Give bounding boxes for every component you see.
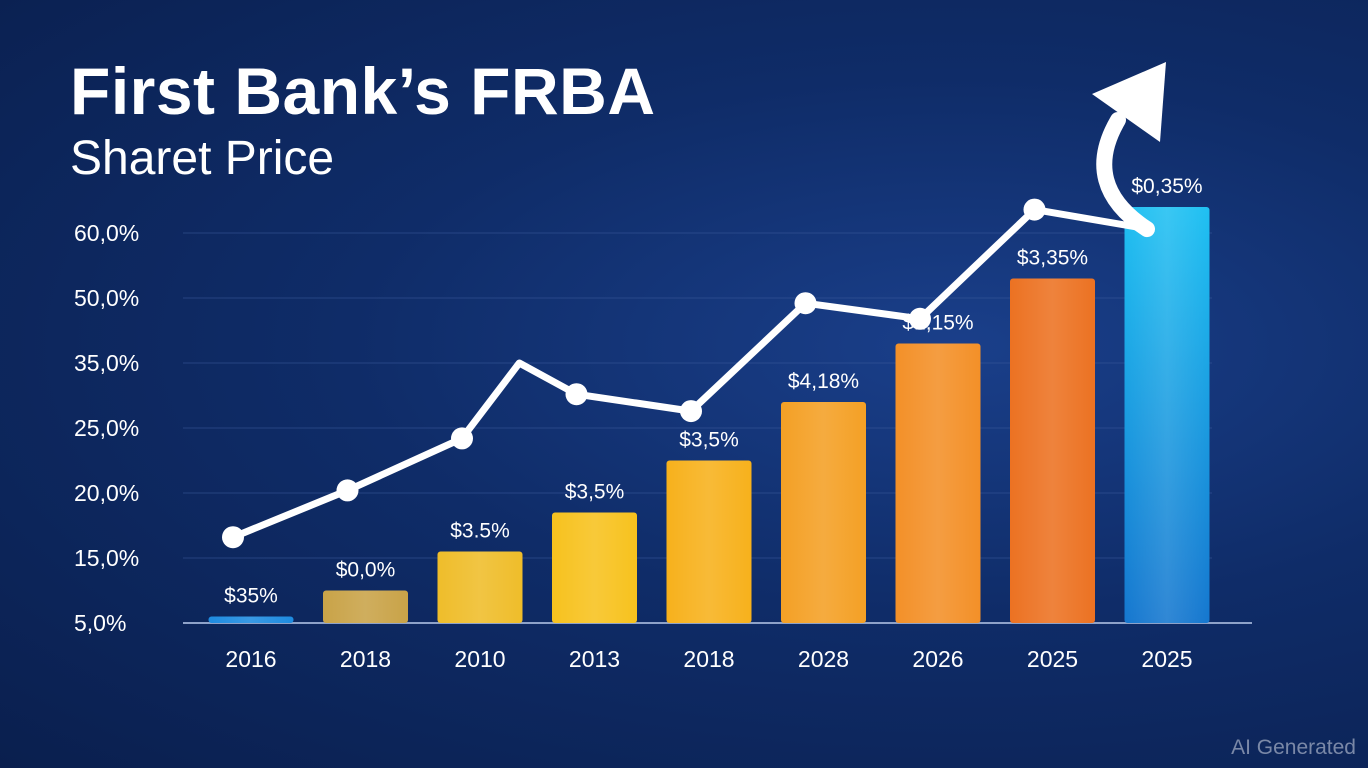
x-axis-ticks: 2016 2018 2010 2013 2018 2028 2026 2025 2025 <box>225 646 1192 672</box>
y-tick-label: 25,0% <box>74 415 139 441</box>
x-tick-label: 2013 <box>569 646 620 672</box>
y-tick-label: 60,0% <box>74 220 139 246</box>
trend-marker <box>451 427 473 450</box>
trend-line <box>222 62 1166 549</box>
watermark-text: AI Generated <box>1231 736 1356 759</box>
chart-subtitle: Sharet Price <box>70 132 335 185</box>
bar-highlight <box>437 551 523 623</box>
bar-series <box>208 207 1210 623</box>
bar-highlight <box>666 460 752 623</box>
trend-marker <box>794 292 817 315</box>
trend-arrow-head <box>1092 62 1166 142</box>
y-tick-label: 5,0% <box>74 610 126 636</box>
bar-highlight <box>208 616 294 623</box>
data-label: $35% <box>224 585 278 608</box>
y-tick-label: 15,0% <box>74 545 139 571</box>
trend-line-path <box>229 206 1153 541</box>
data-label: $3,5% <box>565 481 625 504</box>
data-label: $0,0% <box>336 559 396 582</box>
x-tick-label: 2018 <box>683 646 734 672</box>
x-tick-label: 2025 <box>1141 646 1192 672</box>
data-labels: $35%$0,0%$3.5%$3,5%$3,5%$4,18%$1,15%$3,3… <box>224 175 1202 608</box>
trend-arrow-shaft <box>1096 112 1155 238</box>
y-tick-label: 50,0% <box>74 285 139 311</box>
x-tick-label: 2018 <box>340 646 391 672</box>
bar-highlight <box>781 402 866 623</box>
data-label: $0,35% <box>1131 175 1202 198</box>
trend-marker <box>336 479 359 502</box>
bar-highlight <box>1010 278 1095 623</box>
trend-marker <box>909 307 931 330</box>
x-tick-label: 2025 <box>1027 646 1078 672</box>
bar-highlight <box>1124 207 1210 623</box>
y-axis-ticks: 60,0% 50,0% 35,0% 25,0% 20,0% 15,0% 5,0% <box>74 220 139 636</box>
trend-marker <box>1023 198 1046 221</box>
x-tick-label: 2016 <box>225 646 276 672</box>
x-tick-label: 2028 <box>798 646 849 672</box>
x-tick-label: 2010 <box>454 646 505 672</box>
data-label: $3,35% <box>1017 247 1088 270</box>
bar-highlight <box>323 590 408 623</box>
data-label: $3,5% <box>679 429 739 452</box>
trend-marker <box>680 400 702 423</box>
y-tick-label: 20,0% <box>74 480 139 506</box>
trend-marker <box>222 526 244 549</box>
bar-highlight <box>895 343 981 623</box>
bar-highlight <box>552 512 637 623</box>
data-label: $4,18% <box>788 370 859 393</box>
chart-title: First Bank’s FRBA <box>70 54 656 128</box>
x-tick-label: 2026 <box>912 646 963 672</box>
trend-marker <box>565 383 588 406</box>
data-label: $3.5% <box>450 520 510 543</box>
y-tick-label: 35,0% <box>74 350 139 376</box>
